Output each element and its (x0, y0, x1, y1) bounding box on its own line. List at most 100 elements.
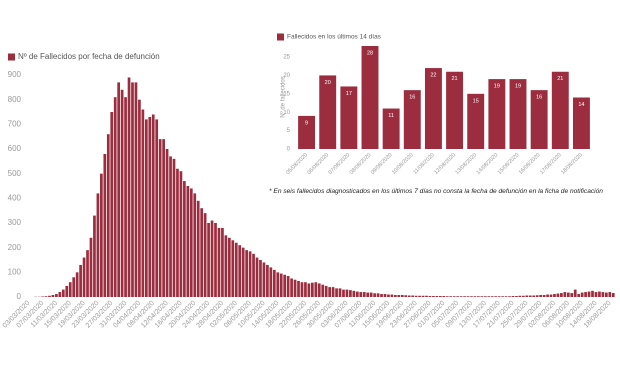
bar (414, 295, 418, 297)
y-tick-label: 100 (8, 267, 22, 276)
bar (539, 295, 542, 297)
bar (424, 68, 442, 149)
bar (435, 296, 439, 297)
bar (203, 213, 207, 297)
bar (466, 296, 470, 297)
bar (335, 288, 338, 297)
bar (169, 156, 172, 297)
bar (608, 292, 612, 297)
bar (525, 295, 529, 297)
bar (418, 295, 421, 297)
bar (298, 115, 316, 149)
bar (359, 292, 363, 297)
bar (342, 289, 345, 297)
bar (259, 260, 262, 297)
bar (605, 292, 608, 297)
y-tick-label: 10 (283, 110, 290, 116)
bar (165, 149, 169, 297)
bar (103, 153, 107, 297)
bar (106, 134, 110, 297)
bar (587, 291, 591, 297)
bar (563, 292, 567, 297)
bar (404, 295, 408, 297)
bar (86, 250, 89, 297)
bar (566, 292, 570, 297)
bar (231, 240, 235, 297)
bar (463, 296, 466, 297)
x-tick-label: 12/08/2020 (433, 152, 457, 176)
bar (509, 79, 527, 149)
x-tick-label: 18/08/2020 (560, 152, 584, 176)
bar (373, 293, 376, 297)
bar (328, 287, 331, 297)
legend-label: Fallecidos en los últimos 14 días (287, 34, 382, 41)
x-tick-label: 05/08/2020 (285, 152, 309, 176)
x-tick-label: 08/08/2020 (349, 152, 373, 176)
bar (470, 296, 473, 297)
bar (573, 289, 577, 297)
bar (508, 296, 511, 297)
y-tick-label: 20 (283, 73, 290, 79)
value-label: 16 (409, 95, 415, 101)
bar (82, 257, 86, 297)
bar (79, 264, 82, 297)
bar (221, 227, 224, 297)
value-label: 19 (515, 84, 521, 90)
bar (293, 279, 297, 297)
bar (158, 139, 162, 297)
x-tick-label: 14/08/2020 (476, 152, 500, 176)
bar (400, 295, 404, 297)
bar (532, 295, 536, 297)
bar (319, 75, 337, 149)
bar (193, 193, 197, 297)
bar (297, 280, 300, 297)
bar (542, 295, 546, 297)
bar (324, 285, 328, 297)
bar (432, 296, 435, 297)
bar (51, 295, 55, 297)
bar (442, 296, 446, 297)
legend-label: Nº de Fallecidos por fecha de defunción (18, 52, 160, 61)
bar (528, 295, 532, 297)
bar (311, 282, 314, 297)
bar (390, 294, 394, 297)
bar (488, 79, 506, 149)
value-label: 9 (305, 120, 308, 126)
bar (269, 267, 273, 297)
y-tick-label: 0 (17, 292, 22, 301)
bar (179, 171, 183, 297)
bar (477, 296, 480, 297)
y-tick-label: 200 (8, 243, 22, 252)
bar (459, 296, 463, 297)
bar (117, 82, 121, 298)
bar (345, 289, 349, 297)
bar (352, 290, 356, 297)
value-label: 19 (494, 84, 500, 90)
bar (89, 237, 93, 297)
bar (411, 295, 415, 297)
bar (349, 290, 352, 297)
bar (214, 223, 217, 297)
y-tick-label: 25 (283, 55, 290, 61)
bar (397, 295, 401, 297)
bar (546, 294, 549, 297)
bar (483, 296, 487, 297)
bar (48, 295, 51, 297)
bar (504, 296, 508, 297)
bar (598, 291, 601, 297)
y-tick-label: 5 (287, 128, 291, 134)
x-tick-label: 13/08/2020 (454, 152, 478, 176)
bar (252, 253, 255, 297)
bar (172, 158, 176, 297)
bar (286, 276, 290, 297)
bar (331, 287, 335, 297)
value-label: 21 (452, 76, 458, 82)
bar (317, 283, 321, 297)
bar (210, 220, 214, 297)
bar (44, 296, 48, 297)
bar (511, 296, 515, 297)
value-label: 16 (536, 95, 542, 101)
value-label: 17 (346, 91, 352, 97)
bar (196, 200, 200, 297)
bar (141, 109, 145, 298)
